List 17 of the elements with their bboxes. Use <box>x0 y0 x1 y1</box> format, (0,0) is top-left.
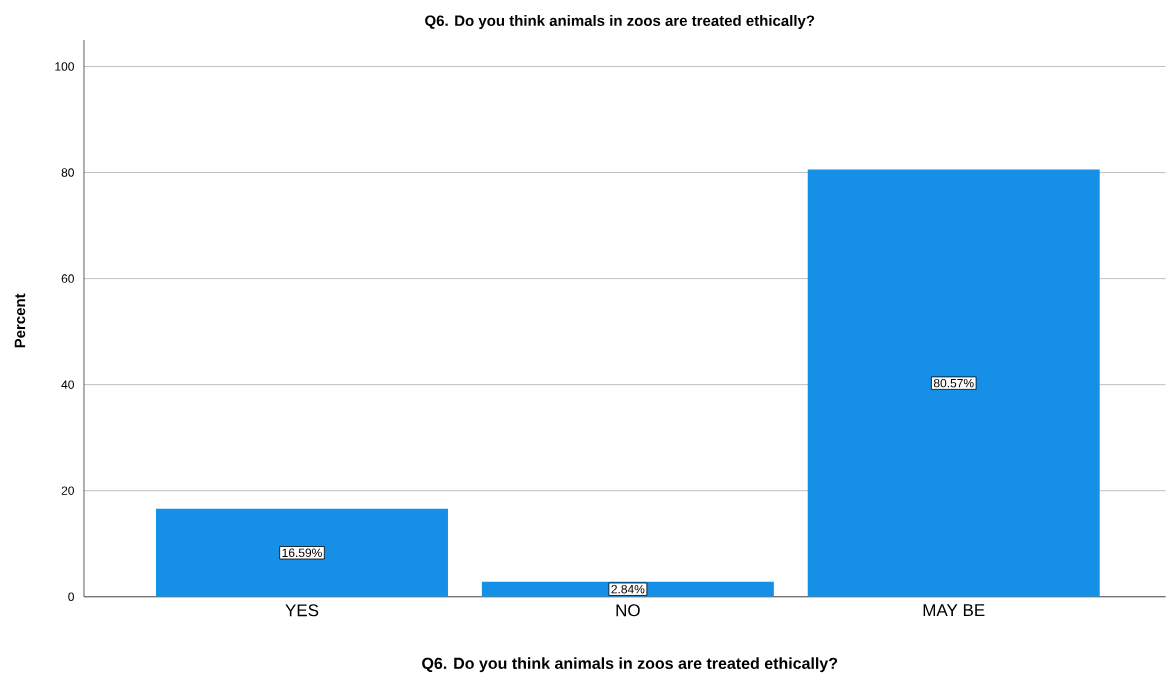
y-tick-label: 60 <box>61 274 74 283</box>
y-tick-label: 80 <box>61 168 74 177</box>
bar <box>155 508 448 597</box>
data-label: 16.59% <box>282 548 322 558</box>
x-tick-label: MAY BE <box>923 604 985 617</box>
x-axis-title: Q6. Do you think animals in zoos are treated ethically? <box>422 657 838 673</box>
bar <box>807 169 1100 597</box>
y-tick-label: 40 <box>61 380 74 390</box>
y-tick-label: 100 <box>55 62 74 71</box>
data-label: 2.84% <box>611 585 645 594</box>
data-label: 80.57% <box>933 379 974 388</box>
y-tick-label: 20 <box>61 486 74 496</box>
y-axis-title: Percent <box>14 293 26 348</box>
x-tick-label: NO <box>616 604 640 617</box>
y-tick-label: 0 <box>68 592 74 602</box>
chart-title: Q6. Do you think animals in zoos are treated ethically? <box>425 15 815 30</box>
x-tick-label: YES <box>285 604 319 617</box>
